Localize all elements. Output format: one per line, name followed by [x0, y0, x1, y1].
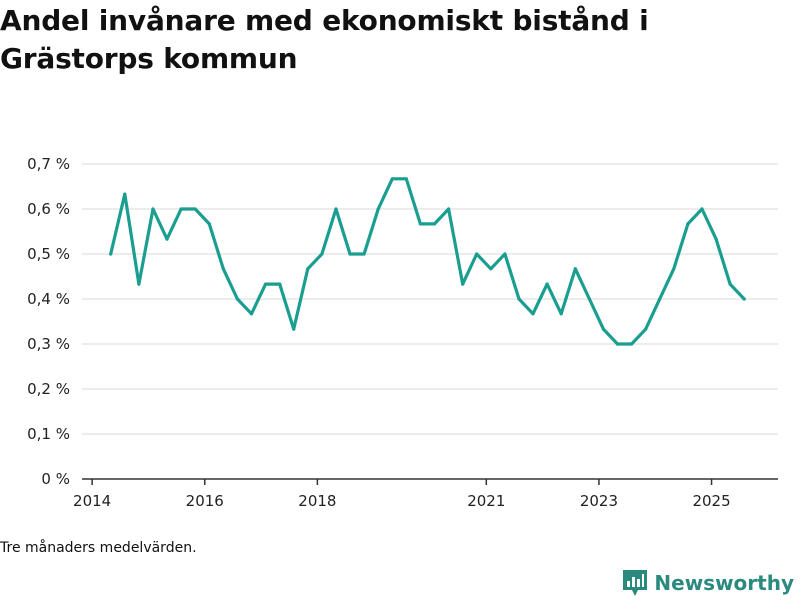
data-point [221, 267, 225, 271]
data-point [235, 297, 239, 301]
data-point [207, 222, 211, 226]
data-point [418, 222, 422, 226]
data-point [264, 282, 268, 286]
data-point [728, 282, 732, 286]
data-point [109, 252, 113, 256]
data-point [615, 342, 620, 346]
x-tick-label: 2023 [580, 492, 618, 510]
data-point [714, 237, 718, 241]
x-axis-ticks [91, 479, 713, 485]
y-axis-labels: 0 % 0,1 % 0,2 % 0,3 % 0,4 % 0,5 % 0,6 % 0,7 % [27, 155, 70, 488]
data-point [278, 282, 282, 286]
y-tick-label: 0,3 % [27, 335, 70, 353]
data-point [123, 192, 127, 196]
brand-name: Newsworthy [654, 571, 794, 595]
data-points [109, 177, 746, 346]
data-point [320, 252, 324, 256]
data-point [587, 297, 592, 301]
data-point [390, 177, 394, 181]
y-tick-label: 0,5 % [27, 245, 70, 263]
data-point [559, 312, 563, 316]
data-point [489, 267, 493, 271]
data-point [348, 252, 352, 256]
data-point [601, 327, 606, 331]
x-axis-labels: 2014 2016 2018 2021 2023 2025 [73, 492, 731, 510]
data-point [672, 267, 676, 271]
data-point [249, 312, 254, 316]
x-tick-label: 2025 [692, 492, 730, 510]
x-tick-label: 2018 [298, 492, 336, 510]
data-point [475, 252, 479, 256]
gridlines [82, 163, 778, 435]
data-point [686, 222, 690, 226]
data-point [292, 327, 296, 331]
data-point [179, 207, 183, 211]
data-point [545, 282, 549, 286]
data-point [362, 252, 366, 256]
chart-title: Andel invånare med ekonomiskt bistånd i … [0, 4, 649, 75]
data-point [644, 327, 648, 331]
data-point [517, 297, 521, 301]
data-point [165, 237, 169, 241]
data-point [461, 282, 465, 286]
data-point [700, 207, 704, 211]
data-point [630, 342, 634, 346]
y-tick-label: 0,4 % [27, 290, 70, 308]
data-point [306, 267, 310, 271]
x-tick-label: 2021 [467, 492, 505, 510]
y-tick-label: 0,6 % [27, 200, 70, 218]
data-point [742, 297, 746, 301]
data-point [151, 207, 155, 211]
y-tick-label: 0 % [41, 470, 70, 488]
data-point [432, 222, 437, 226]
data-point [137, 282, 141, 286]
x-tick-label: 2014 [73, 492, 111, 510]
data-point [658, 297, 662, 301]
brand-logo: Newsworthy [622, 568, 794, 598]
data-point [404, 177, 408, 181]
footnote: Tre månaders medelvärden. [0, 540, 197, 556]
newsworthy-logo-icon [623, 570, 648, 596]
data-point [193, 207, 197, 211]
data-point [503, 252, 507, 256]
y-tick-label: 0,1 % [27, 425, 70, 443]
y-tick-label: 0,7 % [27, 155, 70, 173]
y-tick-label: 0,2 % [27, 380, 70, 398]
data-point [334, 207, 338, 211]
data-point [376, 207, 380, 211]
series-line [109, 177, 746, 346]
data-point [447, 207, 451, 211]
data-point [573, 267, 577, 271]
data-point [531, 312, 535, 316]
x-tick-label: 2016 [186, 492, 224, 510]
